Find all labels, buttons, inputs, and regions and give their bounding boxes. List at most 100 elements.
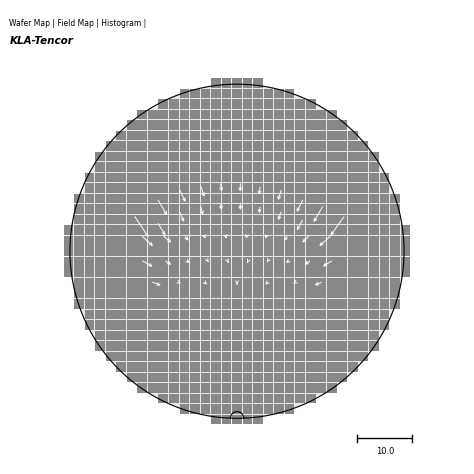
- Bar: [180, 257, 189, 266]
- Bar: [253, 394, 263, 403]
- Bar: [190, 246, 200, 256]
- Bar: [148, 310, 158, 319]
- Bar: [190, 152, 200, 161]
- Bar: [274, 183, 284, 193]
- Bar: [190, 278, 200, 288]
- Bar: [295, 383, 305, 393]
- Bar: [106, 194, 116, 203]
- Bar: [232, 152, 242, 161]
- Bar: [201, 236, 210, 246]
- Bar: [106, 310, 116, 319]
- Bar: [95, 215, 105, 225]
- Bar: [358, 289, 368, 298]
- Bar: [264, 89, 273, 98]
- Bar: [169, 162, 179, 172]
- Bar: [137, 173, 147, 182]
- Bar: [158, 194, 168, 203]
- Bar: [264, 362, 273, 372]
- Bar: [358, 141, 368, 151]
- Bar: [148, 236, 158, 246]
- Bar: [211, 362, 221, 372]
- Bar: [222, 299, 231, 309]
- Bar: [274, 299, 284, 309]
- Bar: [169, 310, 179, 319]
- Bar: [337, 267, 347, 277]
- Bar: [358, 152, 368, 161]
- Bar: [348, 289, 357, 298]
- Bar: [137, 109, 147, 119]
- Bar: [253, 109, 263, 119]
- Bar: [306, 289, 316, 298]
- Bar: [190, 215, 200, 225]
- Bar: [327, 236, 337, 246]
- Bar: [158, 246, 168, 256]
- Bar: [264, 352, 273, 361]
- Bar: [253, 99, 263, 109]
- Bar: [274, 394, 284, 403]
- Bar: [337, 183, 347, 193]
- Bar: [232, 373, 242, 383]
- Bar: [232, 194, 242, 203]
- Bar: [285, 352, 294, 361]
- Bar: [180, 173, 189, 182]
- Bar: [190, 257, 200, 266]
- Bar: [180, 341, 189, 351]
- Bar: [232, 299, 242, 309]
- Bar: [274, 131, 284, 140]
- Bar: [117, 257, 126, 266]
- Bar: [222, 225, 231, 235]
- Bar: [380, 267, 389, 277]
- Bar: [169, 120, 179, 130]
- Bar: [306, 120, 316, 130]
- Bar: [337, 362, 347, 372]
- Bar: [137, 204, 147, 214]
- Text: 10.0: 10.0: [376, 447, 394, 456]
- Bar: [316, 310, 326, 319]
- Bar: [190, 183, 200, 193]
- Bar: [358, 215, 368, 225]
- Bar: [264, 267, 273, 277]
- Bar: [190, 310, 200, 319]
- Bar: [253, 204, 263, 214]
- Bar: [253, 162, 263, 172]
- Bar: [169, 362, 179, 372]
- Bar: [190, 141, 200, 151]
- Bar: [148, 289, 158, 298]
- Bar: [117, 320, 126, 330]
- Bar: [295, 183, 305, 193]
- Bar: [137, 310, 147, 319]
- Bar: [274, 257, 284, 266]
- Bar: [390, 194, 400, 203]
- Bar: [117, 131, 126, 140]
- Bar: [316, 141, 326, 151]
- Bar: [232, 89, 242, 98]
- Bar: [274, 320, 284, 330]
- Bar: [169, 341, 179, 351]
- Bar: [95, 320, 105, 330]
- Bar: [222, 320, 231, 330]
- Bar: [253, 267, 263, 277]
- Bar: [306, 162, 316, 172]
- Bar: [327, 310, 337, 319]
- Bar: [369, 330, 379, 340]
- Bar: [222, 120, 231, 130]
- Bar: [211, 310, 221, 319]
- Bar: [137, 246, 147, 256]
- Bar: [327, 120, 337, 130]
- Bar: [337, 341, 347, 351]
- Bar: [369, 194, 379, 203]
- Bar: [95, 236, 105, 246]
- Bar: [222, 183, 231, 193]
- Bar: [253, 173, 263, 182]
- Bar: [401, 267, 410, 277]
- Bar: [253, 373, 263, 383]
- Bar: [148, 257, 158, 266]
- Bar: [274, 383, 284, 393]
- Bar: [180, 320, 189, 330]
- Bar: [369, 246, 379, 256]
- Bar: [127, 131, 137, 140]
- Bar: [117, 341, 126, 351]
- Bar: [127, 320, 137, 330]
- Bar: [369, 204, 379, 214]
- Bar: [337, 194, 347, 203]
